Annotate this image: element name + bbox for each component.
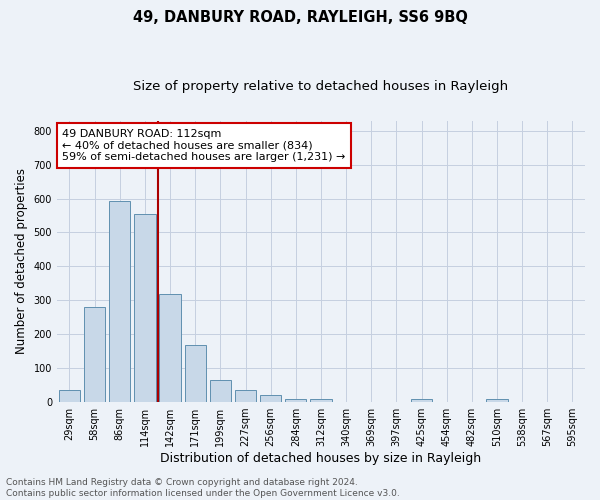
Bar xyxy=(285,398,307,402)
Title: Size of property relative to detached houses in Rayleigh: Size of property relative to detached ho… xyxy=(133,80,509,93)
Text: 49 DANBURY ROAD: 112sqm
← 40% of detached houses are smaller (834)
59% of semi-d: 49 DANBURY ROAD: 112sqm ← 40% of detache… xyxy=(62,129,346,162)
Bar xyxy=(59,390,80,402)
Y-axis label: Number of detached properties: Number of detached properties xyxy=(15,168,28,354)
Bar xyxy=(235,390,256,402)
Bar xyxy=(260,394,281,402)
Text: 49, DANBURY ROAD, RAYLEIGH, SS6 9BQ: 49, DANBURY ROAD, RAYLEIGH, SS6 9BQ xyxy=(133,10,467,25)
Bar xyxy=(160,294,181,402)
Bar xyxy=(310,400,332,402)
Bar xyxy=(109,201,130,402)
Bar xyxy=(486,398,508,402)
Bar xyxy=(209,380,231,402)
Bar xyxy=(411,398,432,402)
Bar xyxy=(84,307,106,402)
Text: Contains HM Land Registry data © Crown copyright and database right 2024.
Contai: Contains HM Land Registry data © Crown c… xyxy=(6,478,400,498)
X-axis label: Distribution of detached houses by size in Rayleigh: Distribution of detached houses by size … xyxy=(160,452,482,465)
Bar xyxy=(185,346,206,402)
Bar xyxy=(134,214,155,402)
